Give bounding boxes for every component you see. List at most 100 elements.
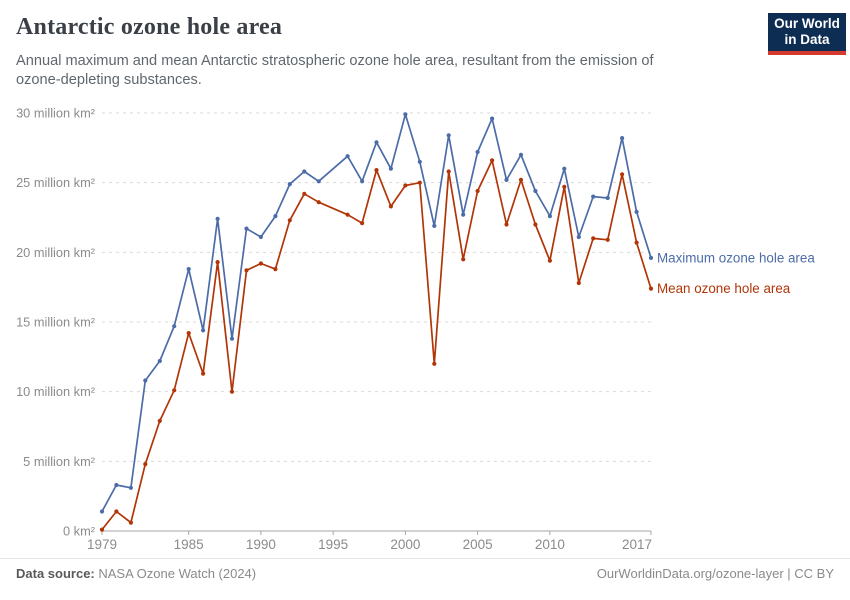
- data-point[interactable]: [504, 177, 509, 182]
- chart-canvas: 0 km² 5 million km² 10 million km² 15 milli…: [16, 106, 815, 553]
- data-point[interactable]: [172, 324, 177, 329]
- data-point[interactable]: [533, 222, 538, 227]
- data-point[interactable]: [99, 509, 105, 514]
- data-point[interactable]: [273, 267, 278, 272]
- data-point[interactable]: [533, 188, 538, 194]
- data-point[interactable]: [576, 234, 581, 240]
- data-point[interactable]: [273, 214, 278, 219]
- y-axis-tick-label: 5 million km²: [23, 454, 96, 469]
- data-point[interactable]: [648, 286, 654, 291]
- data-point[interactable]: [562, 166, 567, 171]
- y-axis-tick-label: 25 million km²: [16, 175, 96, 190]
- data-point[interactable]: [201, 371, 206, 376]
- data-point[interactable]: [374, 168, 379, 173]
- series-mean-line[interactable]: [101, 159, 652, 531]
- data-point[interactable]: [432, 361, 437, 366]
- y-axis-tick-label: 0 km²: [63, 524, 96, 539]
- y-axis-tick-label: 30 million km²: [16, 106, 96, 121]
- series-mean[interactable]: [99, 158, 654, 532]
- data-point[interactable]: [403, 183, 408, 188]
- data-point[interactable]: [143, 462, 148, 467]
- data-point[interactable]: [99, 527, 105, 532]
- license-link[interactable]: OurWorldinData.org/ozone-layer | CC BY: [596, 566, 834, 581]
- data-point[interactable]: [490, 116, 495, 121]
- data-point[interactable]: [634, 240, 639, 245]
- data-point[interactable]: [605, 237, 610, 242]
- data-point[interactable]: [302, 191, 307, 196]
- data-point[interactable]: [157, 358, 162, 364]
- data-point[interactable]: [475, 149, 480, 155]
- data-point[interactable]: [287, 182, 292, 187]
- series-maximum-line[interactable]: [101, 113, 652, 513]
- y-axis-tick-label: 20 million km²: [16, 245, 96, 260]
- data-point[interactable]: [634, 209, 639, 214]
- data-point[interactable]: [114, 509, 119, 514]
- data-point[interactable]: [215, 260, 220, 265]
- data-point[interactable]: [201, 328, 206, 333]
- data-point[interactable]: [461, 212, 466, 217]
- data-point[interactable]: [547, 258, 553, 263]
- data-point[interactable]: [432, 223, 437, 228]
- y-axis-labels: 0 km² 5 million km² 10 million km² 15 milli…: [16, 106, 96, 539]
- data-point[interactable]: [475, 188, 480, 194]
- data-point[interactable]: [417, 180, 422, 185]
- data-point[interactable]: [287, 218, 292, 223]
- data-point[interactable]: [547, 214, 553, 219]
- data-point[interactable]: [605, 195, 610, 201]
- data-point[interactable]: [504, 222, 509, 227]
- data-point[interactable]: [417, 159, 422, 164]
- data-point[interactable]: [388, 204, 393, 209]
- x-axis-tick-label: 2000: [390, 537, 420, 552]
- data-point[interactable]: [229, 389, 235, 394]
- data-point[interactable]: [360, 179, 365, 184]
- data-point[interactable]: [258, 234, 263, 240]
- data-point[interactable]: [316, 200, 321, 205]
- data-point[interactable]: [591, 236, 596, 241]
- data-point[interactable]: [490, 158, 495, 163]
- y-gridlines: [102, 112, 651, 462]
- data-point[interactable]: [128, 485, 133, 490]
- data-point[interactable]: [229, 336, 235, 341]
- data-point[interactable]: [345, 212, 350, 217]
- data-point[interactable]: [186, 267, 191, 272]
- data-point[interactable]: [172, 388, 177, 393]
- data-point[interactable]: [316, 179, 321, 184]
- x-axis-tick-label: 1985: [174, 537, 204, 552]
- footer-divider: [0, 558, 850, 559]
- data-point[interactable]: [258, 261, 263, 266]
- series-maximum[interactable]: [99, 112, 654, 514]
- data-point[interactable]: [345, 154, 350, 159]
- data-point[interactable]: [244, 268, 249, 273]
- data-point[interactable]: [446, 169, 451, 174]
- x-axis-tick-label: 1990: [246, 537, 276, 552]
- data-point[interactable]: [302, 169, 307, 174]
- data-point[interactable]: [157, 418, 162, 423]
- x-axis-tick-label: 1979: [87, 537, 117, 552]
- data-point[interactable]: [518, 177, 524, 182]
- data-point[interactable]: [461, 257, 466, 262]
- series-mean-label[interactable]: Mean ozone hole area: [657, 281, 791, 296]
- x-axis: [101, 530, 652, 535]
- data-point[interactable]: [244, 226, 249, 231]
- data-point[interactable]: [143, 378, 148, 383]
- data-point[interactable]: [403, 112, 408, 117]
- series-maximum-label[interactable]: Maximum ozone hole area: [657, 250, 815, 265]
- data-point[interactable]: [518, 152, 524, 157]
- series-lines: [99, 112, 654, 532]
- data-point[interactable]: [620, 172, 625, 177]
- data-point[interactable]: [576, 280, 581, 286]
- data-point[interactable]: [591, 194, 596, 199]
- data-point[interactable]: [648, 255, 654, 260]
- data-point[interactable]: [388, 166, 393, 171]
- owid-logo[interactable]: Our World in Data: [768, 13, 846, 55]
- data-point[interactable]: [620, 136, 625, 141]
- data-point[interactable]: [114, 482, 119, 488]
- data-point[interactable]: [446, 133, 451, 138]
- data-point[interactable]: [562, 184, 567, 189]
- data-point[interactable]: [128, 520, 133, 525]
- data-point[interactable]: [374, 140, 379, 145]
- data-point[interactable]: [186, 331, 191, 336]
- data-point[interactable]: [215, 216, 220, 221]
- data-point[interactable]: [360, 221, 365, 226]
